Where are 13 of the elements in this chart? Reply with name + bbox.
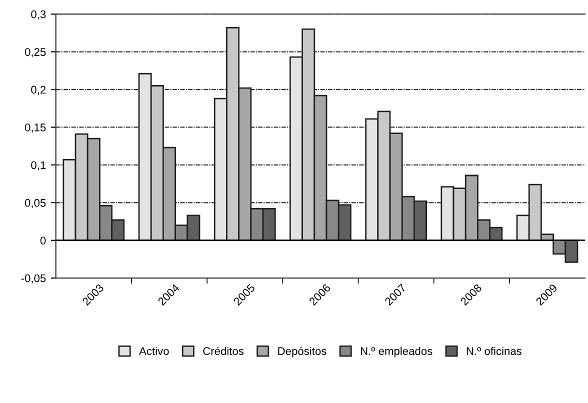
y-tick-label: 0 (40, 236, 46, 244)
y-tick-label: 0,25 (24, 48, 46, 58)
y-tick-label: 0,15 (24, 124, 46, 133)
legend-label: Activo (139, 346, 169, 356)
y-tick-label: 0,2 (31, 86, 46, 95)
y-tick-label: -0,05 (21, 274, 46, 284)
legend-label: Depósitos (278, 346, 326, 358)
y-tick-label: 0,05 (24, 198, 46, 208)
y-tick-label: 0,3 (31, 10, 46, 20)
y-tick-label: 0,1 (31, 161, 46, 170)
legend-label: Créditos (203, 346, 244, 356)
legend-label: N.º oficinas (466, 346, 522, 356)
legend-label: N.º empleados (360, 346, 432, 358)
